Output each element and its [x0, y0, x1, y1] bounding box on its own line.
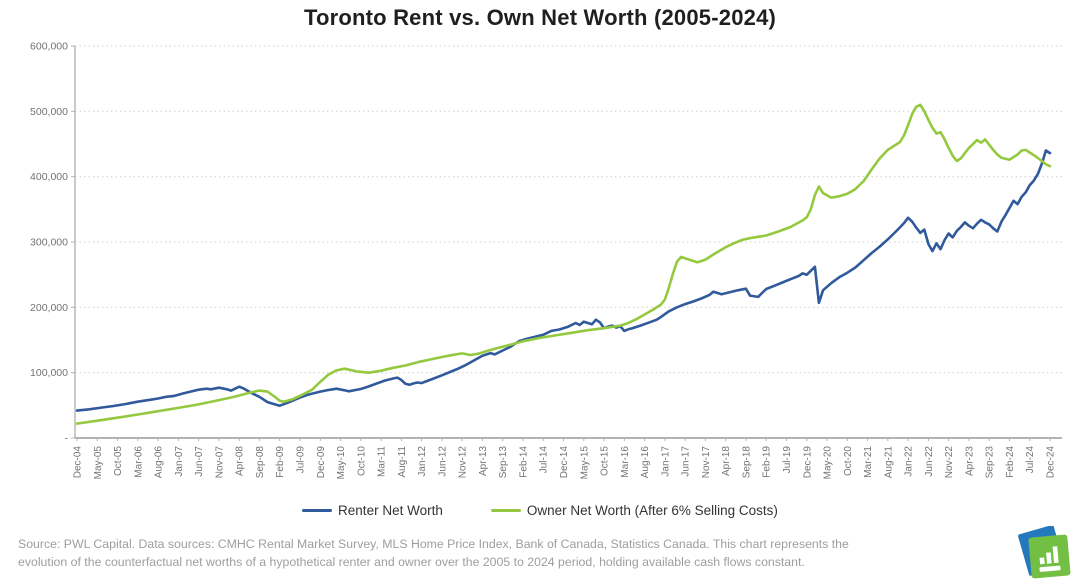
x-tick-label: Sep-08	[255, 446, 266, 479]
legend-item-renter: Renter Net Worth	[302, 503, 443, 518]
source-footnote-line2: evolution of the counterfactual net wort…	[18, 554, 805, 569]
x-tick-label: Oct-15	[600, 446, 611, 476]
x-tick-label: Sep-23	[985, 446, 996, 479]
chart-plot-area: 600,000 500,000 400,000 300,000 200,000 100,0…	[30, 41, 1062, 480]
x-tick-label: Oct-10	[356, 446, 367, 476]
x-tick-label: Jun-12	[437, 446, 448, 477]
x-tick-label: Sep-13	[498, 446, 509, 479]
x-tick-label: Oct-05	[113, 446, 124, 476]
x-tick-label: Nov-17	[701, 446, 712, 479]
x-tick-label: Feb-19	[762, 446, 773, 478]
x-tick-label: Dec-09	[316, 446, 327, 479]
source-footnote: Source: PWL Capital. Data sources: CMHC …	[18, 536, 938, 571]
x-tick-label: Jan-17	[660, 446, 671, 477]
x-tick-label: Oct-20	[843, 446, 854, 476]
x-tick-label: Feb-24	[1005, 446, 1016, 478]
x-tick-label: May-15	[579, 446, 590, 480]
renter-net-worth-line	[75, 149, 1052, 412]
x-tick-label: Nov-12	[458, 446, 469, 479]
legend-label-renter: Renter Net Worth	[338, 503, 443, 518]
x-tick-label: Mar-06	[133, 446, 144, 478]
x-tick-label: Jun-17	[681, 446, 692, 477]
y-tick-label: 500,000	[30, 106, 68, 118]
x-tick-label: Dec-14	[559, 446, 570, 479]
x-tick-label: Dec-04	[73, 446, 84, 479]
y-tick-label: -	[65, 433, 69, 445]
x-tick-label: Apr-18	[721, 446, 732, 476]
x-tick-label: Sep-18	[741, 446, 752, 479]
x-tick-label: Apr-23	[964, 446, 975, 476]
x-tick-label: Jul-24	[1025, 446, 1036, 474]
y-tick-label: 100,000	[30, 367, 68, 379]
x-tick-label: Jul-09	[296, 446, 307, 474]
owner-net-worth-line	[75, 103, 1052, 425]
x-tick-label: Jan-07	[174, 446, 185, 477]
legend: Renter Net Worth Owner Net Worth (After …	[0, 503, 1080, 518]
y-tick-label: 400,000	[30, 171, 68, 183]
y-tick-label: 600,000	[30, 41, 68, 53]
y-tick-label: 300,000	[30, 237, 68, 249]
y-tick-label: 200,000	[30, 302, 68, 314]
chart-title: Toronto Rent vs. Own Net Worth (2005-202…	[303, 5, 777, 30]
renter-line-swatch	[302, 508, 333, 513]
legend-label-owner: Owner Net Worth (After 6% Selling Costs)	[526, 503, 778, 518]
pwl-capital-logo	[1018, 526, 1071, 579]
x-tick-label: May-10	[336, 446, 347, 480]
x-tick-label: Feb-09	[275, 446, 286, 478]
owner-line-swatch	[490, 508, 521, 513]
x-tick-label: Jun-07	[194, 446, 205, 477]
x-tick-label: Nov-22	[944, 446, 955, 479]
x-tick-label: May-20	[823, 446, 834, 480]
source-footnote-line1: Source: PWL Capital. Data sources: CMHC …	[18, 537, 849, 551]
x-tick-label: Jul-14	[539, 446, 550, 474]
x-tick-label: Jun-22	[924, 446, 935, 477]
x-tick-label: Aug-06	[154, 446, 165, 479]
x-tick-label: Jan-22	[904, 446, 915, 477]
x-tick-label: Apr-13	[478, 446, 489, 476]
x-tick-label: Mar-11	[377, 446, 388, 477]
x-tick-label: Aug-21	[883, 446, 894, 479]
x-tick-label: Dec-24	[1046, 446, 1057, 479]
x-tick-label: Nov-07	[214, 446, 225, 479]
x-tick-label: Aug-16	[640, 446, 651, 479]
x-tick-label: Mar-21	[863, 446, 874, 478]
legend-item-owner: Owner Net Worth (After 6% Selling Costs)	[490, 503, 778, 518]
logo-green-sheet	[1028, 534, 1071, 579]
x-tick-label: May-05	[93, 446, 104, 480]
x-tick-label: Aug-11	[397, 446, 408, 478]
x-tick-label: Apr-08	[235, 446, 246, 476]
x-tick-label: Feb-14	[519, 446, 530, 478]
logo-bar-chart-icon	[1039, 546, 1061, 572]
x-tick-label: Mar-16	[620, 446, 631, 478]
x-tick-label: Jul-19	[782, 446, 793, 474]
x-tick-label: Dec-19	[802, 446, 813, 479]
x-tick-label: Jan-12	[417, 446, 428, 477]
